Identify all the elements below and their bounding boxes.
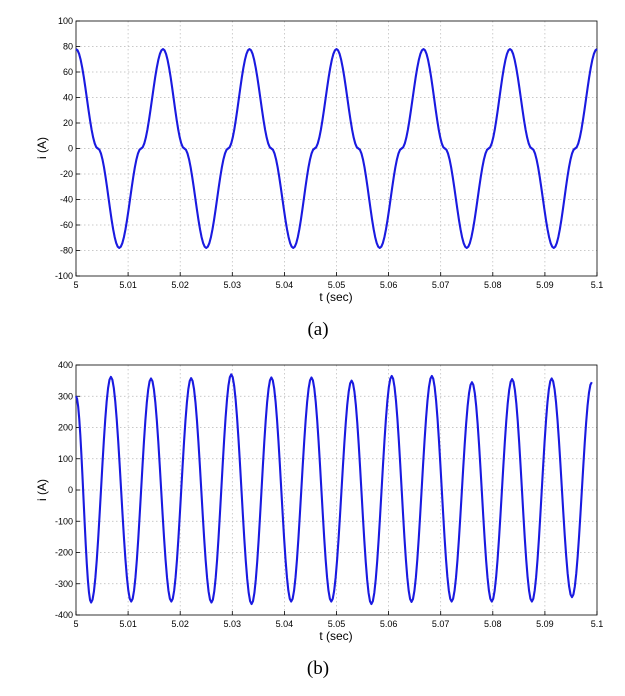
x-tick-label: 5.09: [536, 619, 554, 629]
y-tick-label: 100: [58, 454, 73, 464]
chart-b: 5 5.01 5.02 5.03 5.04 5.05 5.06 5.07 5.08 5.09 5.1…: [35, 360, 603, 679]
y-tick-label: -300: [55, 579, 73, 589]
y-tick-label: -60: [60, 220, 73, 230]
y-tick-label: 400: [58, 360, 73, 370]
chart-b-ticks: 5 5.01 5.02 5.03 5.04 5.05 5.06 5.07 5.08 5.09 5.1…: [55, 360, 603, 629]
y-tick-label: -200: [55, 548, 73, 558]
chart-b-xlabel: t (sec): [319, 629, 352, 643]
x-tick-label: 5.09: [536, 280, 554, 290]
x-tick-label: 5.01: [119, 619, 137, 629]
chart-b-caption: (b): [307, 658, 329, 679]
x-tick-label: 5.03: [224, 280, 242, 290]
y-tick-label: 0: [68, 144, 73, 154]
chart-a: 5 5.01 5.02 5.03 5.04 5.05 5.06 5.07 5.08 5.09 5.1…: [35, 16, 603, 340]
x-tick-label: 5.06: [380, 280, 398, 290]
x-tick-label: 5.07: [432, 619, 450, 629]
x-tick-label: 5.08: [484, 619, 502, 629]
y-tick-label: 200: [58, 423, 73, 433]
chart-b-ylabel: i (A): [35, 479, 49, 501]
chart-a-xlabel: t (sec): [319, 290, 352, 304]
x-tick-label: 5.01: [119, 280, 137, 290]
y-tick-label: -400: [55, 610, 73, 620]
chart-a-caption: (a): [307, 319, 328, 340]
chart-a-ticks: 5 5.01 5.02 5.03 5.04 5.05 5.06 5.07 5.08 5.09 5.1…: [55, 16, 603, 290]
y-tick-label: -40: [60, 195, 73, 205]
x-tick-label: 5: [73, 280, 78, 290]
y-tick-label: 300: [58, 391, 73, 401]
x-tick-label: 5.02: [171, 619, 189, 629]
x-tick-label: 5.06: [380, 619, 398, 629]
x-tick-label: 5.02: [171, 280, 189, 290]
y-tick-label: 60: [63, 67, 73, 77]
x-tick-label: 5: [73, 619, 78, 629]
chart-b-current-line: [75, 373, 593, 606]
y-tick-label: -100: [55, 271, 73, 281]
x-tick-label: 5.04: [276, 280, 294, 290]
chart-a-current-line: [75, 48, 598, 249]
chart-a-ylabel: i (A): [35, 137, 49, 159]
y-tick-label: 0: [68, 485, 73, 495]
x-tick-label: 5.08: [484, 280, 502, 290]
x-tick-label: 5.07: [432, 280, 450, 290]
y-tick-label: 100: [58, 16, 73, 26]
y-tick-label: -80: [60, 246, 73, 256]
x-tick-label: 5.05: [328, 619, 346, 629]
y-tick-label: 80: [63, 42, 73, 52]
y-tick-label: -20: [60, 169, 73, 179]
x-tick-label: 5.1: [591, 619, 604, 629]
x-tick-label: 5.04: [276, 619, 294, 629]
y-tick-label: -100: [55, 516, 73, 526]
chart-a-grid: [76, 21, 597, 276]
x-tick-label: 5.05: [328, 280, 346, 290]
y-tick-label: 40: [63, 93, 73, 103]
x-tick-label: 5.03: [224, 619, 242, 629]
y-tick-label: 20: [63, 118, 73, 128]
x-tick-label: 5.1: [591, 280, 604, 290]
